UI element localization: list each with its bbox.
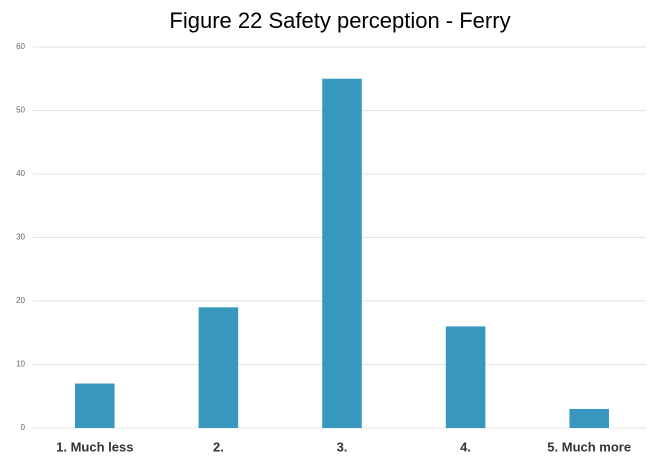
bar bbox=[75, 383, 115, 428]
x-tick-label: 3. bbox=[337, 439, 348, 454]
bar bbox=[445, 326, 486, 428]
y-tick-label: 40 bbox=[16, 169, 25, 178]
y-tick-label: 50 bbox=[16, 106, 25, 115]
y-tick-label: 20 bbox=[16, 296, 25, 305]
bar bbox=[198, 307, 239, 428]
x-tick-label: 2. bbox=[213, 439, 224, 454]
y-tick-label: 0 bbox=[21, 423, 26, 432]
y-tick-label: 60 bbox=[16, 42, 25, 51]
x-tick-label: 5. Much more bbox=[547, 439, 631, 454]
x-tick-label: 4. bbox=[460, 439, 471, 454]
y-tick-label: 10 bbox=[16, 360, 25, 369]
chart-title: Figure 22 Safety perception - Ferry bbox=[169, 8, 510, 33]
bar bbox=[322, 78, 362, 428]
x-tick-label: 1. Much less bbox=[56, 439, 133, 454]
y-tick-label: 30 bbox=[16, 233, 25, 242]
bar bbox=[569, 408, 609, 428]
